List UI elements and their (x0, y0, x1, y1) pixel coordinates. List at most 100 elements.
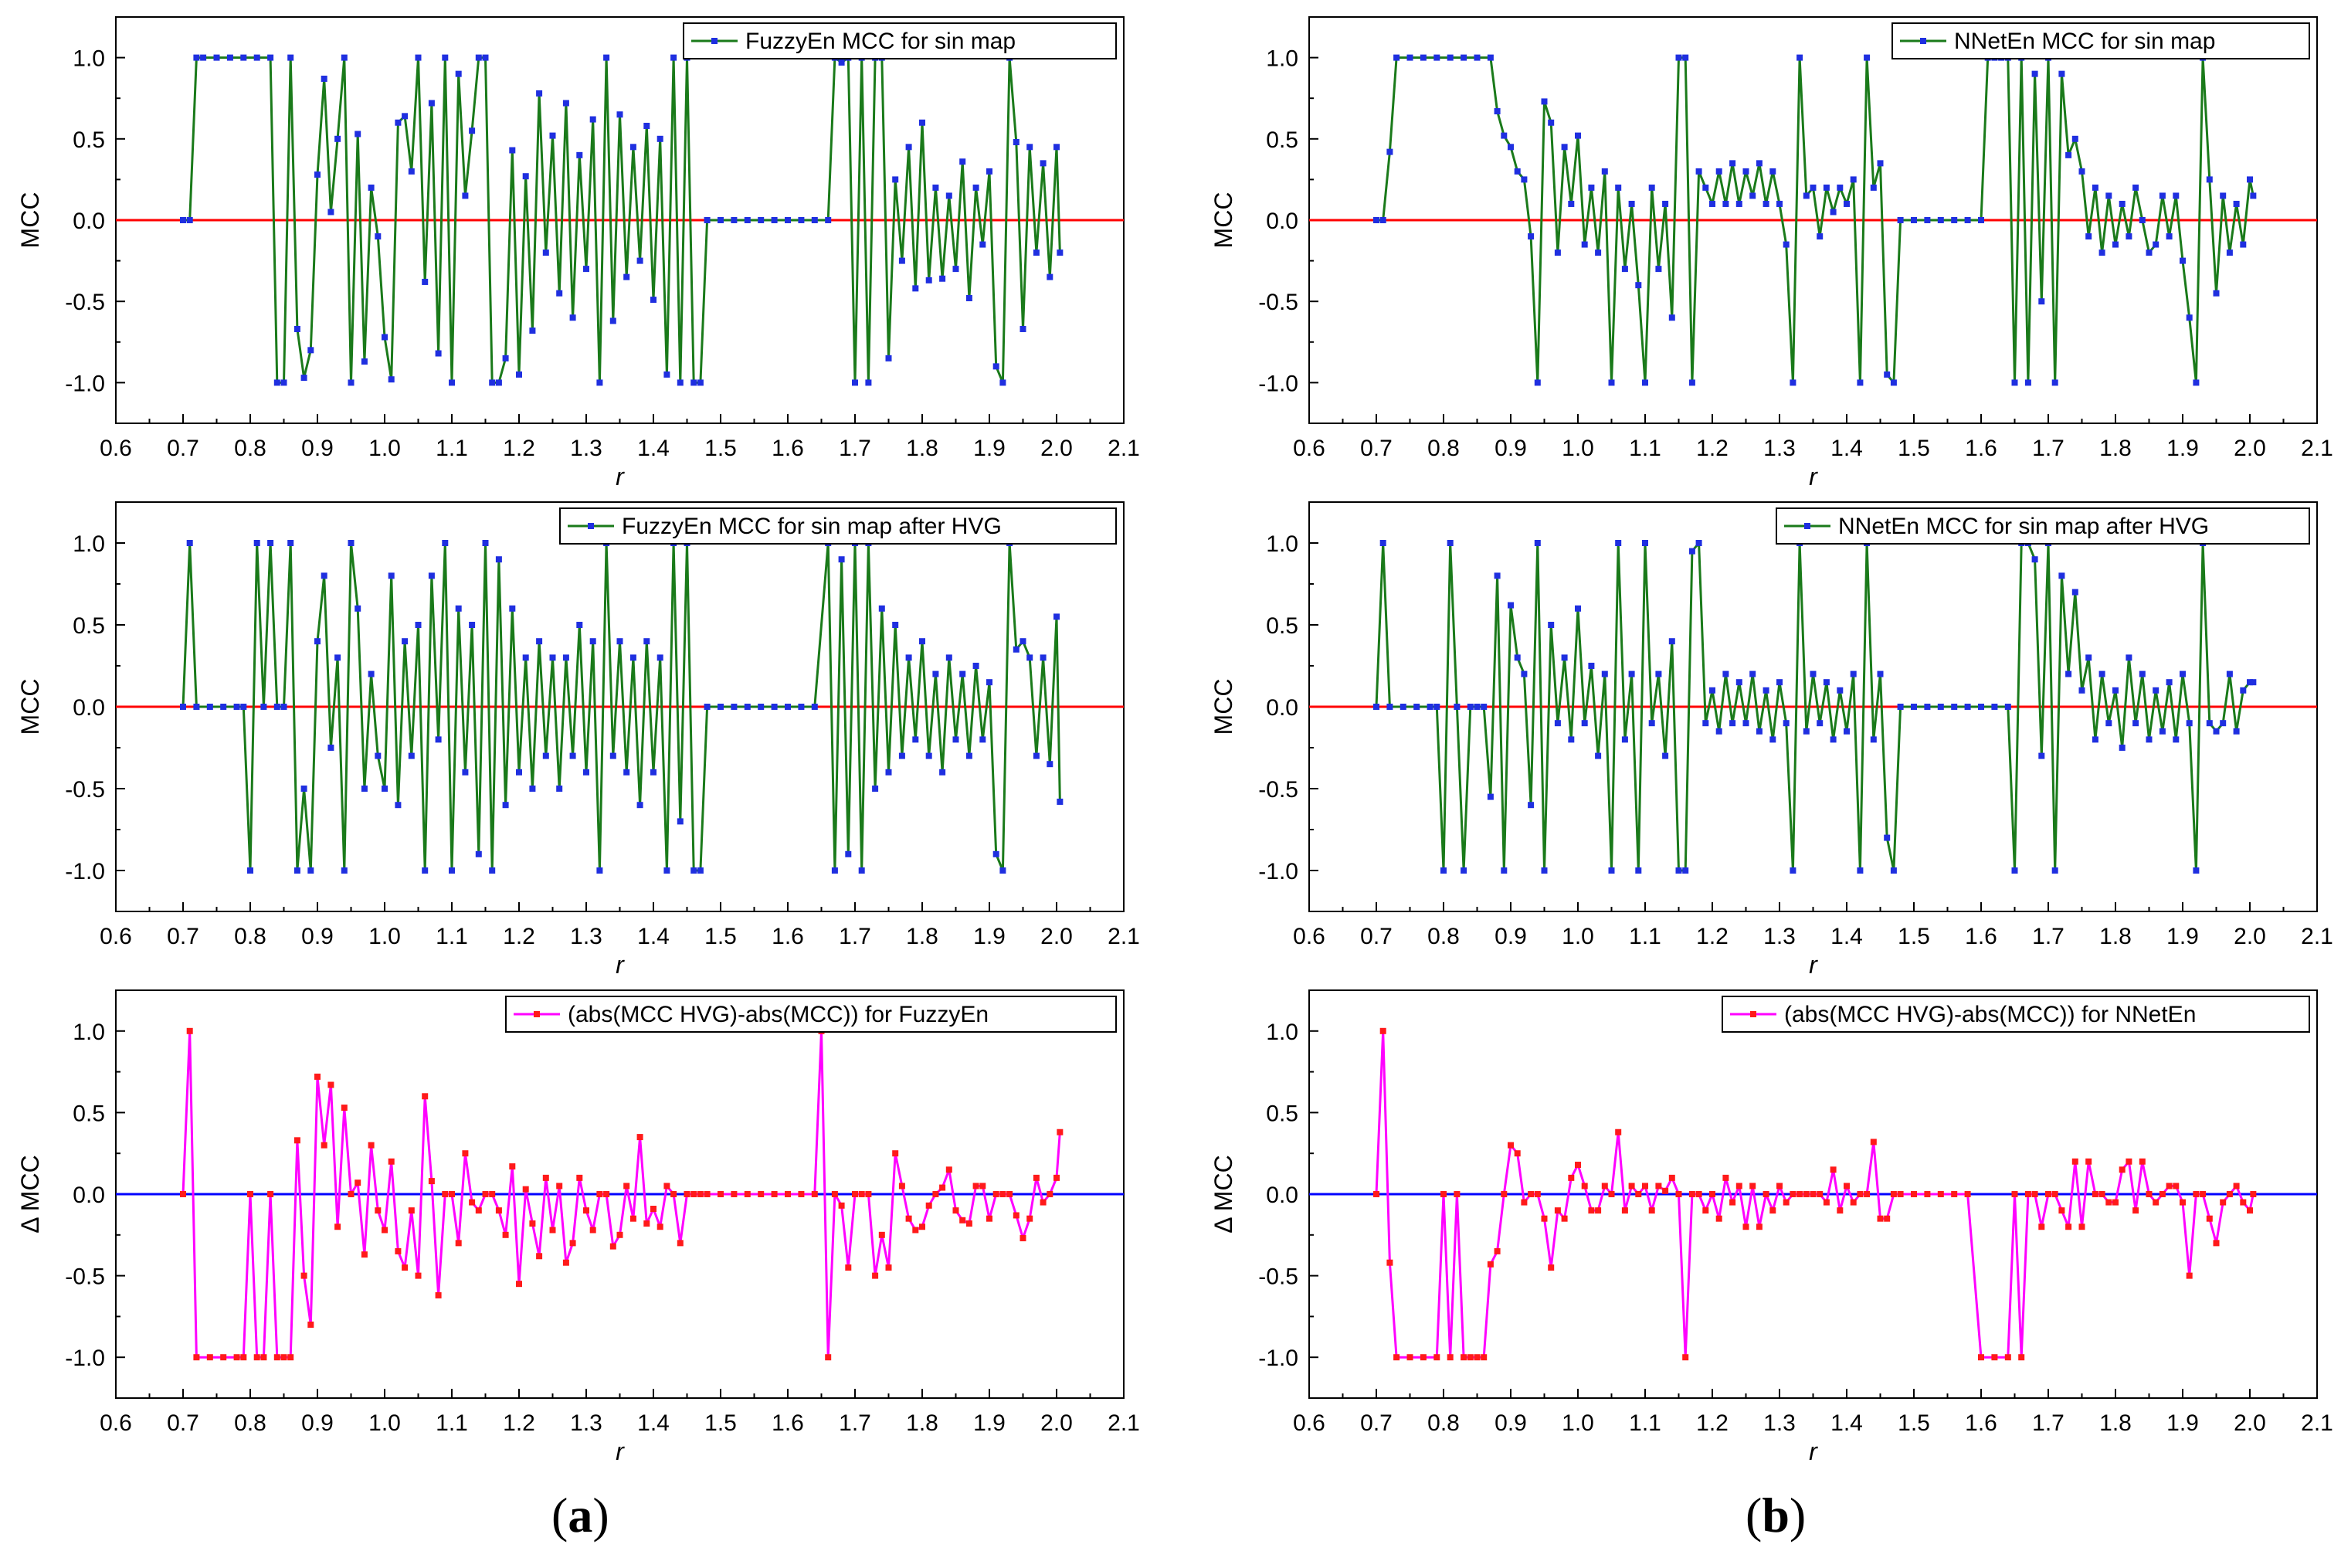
data-point (731, 217, 738, 223)
y-axis-label: MCC (16, 679, 44, 735)
data-point (932, 1191, 939, 1197)
data-point (1870, 1139, 1877, 1145)
data-point (919, 638, 925, 645)
data-point (2065, 151, 2072, 158)
data-point (972, 663, 979, 669)
data-point (1715, 728, 1722, 735)
data-point (1581, 720, 1588, 727)
data-point (677, 379, 684, 386)
x-tick-label: 0.9 (301, 436, 334, 461)
data-point (892, 176, 899, 183)
data-point (1937, 704, 1944, 710)
data-point (1844, 728, 1850, 735)
data-point (785, 704, 791, 710)
data-point (2119, 1166, 2126, 1173)
data-point (2071, 1158, 2078, 1165)
data-point (1373, 217, 1379, 223)
data-point (2092, 1191, 2098, 1197)
data-point (2186, 314, 2193, 321)
series-line (182, 541, 1061, 872)
data-point (1514, 654, 1521, 661)
data-point (2193, 1191, 2200, 1197)
data-point (838, 556, 845, 563)
data-point (1595, 1207, 1602, 1214)
data-point (1393, 54, 1400, 61)
y-axis-label: MCC (16, 192, 44, 249)
data-point (919, 1224, 925, 1230)
data-point (1870, 736, 1877, 743)
x-tick-label: 1.3 (1763, 924, 1796, 949)
y-tick-label: -0.5 (65, 777, 105, 803)
data-point (1057, 798, 1064, 805)
data-point (1810, 670, 1817, 677)
legend: NNetEn MCC for sin map (1891, 22, 2310, 59)
x-tick-label: 1.2 (1696, 924, 1729, 949)
data-point (355, 131, 361, 137)
data-point (1433, 54, 1440, 61)
data-point (704, 1191, 711, 1197)
data-point (1662, 752, 1669, 759)
data-point (408, 1207, 415, 1214)
data-point (798, 217, 805, 223)
data-point (341, 1105, 348, 1112)
x-tick-label: 1.8 (2099, 924, 2132, 949)
data-point (2213, 728, 2220, 735)
chart-panel-b3: 0.6 0.7 0.8 0.9 1.0 1.1 1.2 1.3 1.4 1.5 1.6 1.7 1.8 1… (1210, 989, 2333, 1465)
data-point (193, 704, 200, 710)
x-axis-label: r (1809, 463, 1818, 490)
data-point (2166, 233, 2173, 240)
data-point (905, 144, 912, 151)
data-point (1548, 622, 1555, 628)
data-point (1648, 1207, 1655, 1214)
y-tick-label: 1.0 (1266, 531, 1298, 557)
data-point (1702, 720, 1709, 727)
data-point (1508, 1142, 1514, 1149)
data-point (2220, 1199, 2227, 1206)
data-point (858, 1191, 865, 1197)
data-point (865, 1191, 872, 1197)
data-point (2119, 200, 2126, 207)
data-point (697, 867, 704, 874)
data-point (2126, 233, 2132, 240)
data-point (2065, 670, 2072, 677)
data-point (388, 376, 395, 383)
data-point (718, 217, 724, 223)
data-point (589, 116, 596, 123)
data-point (690, 1191, 697, 1197)
data-point (307, 347, 314, 354)
data-point (892, 1150, 899, 1157)
data-point (979, 241, 986, 248)
data-point (314, 1073, 321, 1080)
data-point (180, 217, 186, 223)
data-point (905, 1215, 912, 1222)
x-tick-label: 1.9 (973, 924, 1006, 949)
data-point (1729, 1199, 1736, 1206)
data-point (589, 1227, 596, 1234)
x-tick-label: 1.3 (570, 1410, 602, 1436)
data-point (267, 540, 274, 546)
chart-panel-a2: 0.6 0.7 0.8 0.9 1.0 1.1 1.2 1.3 1.4 1.5 1.6 1.7 1.8 1… (16, 501, 1140, 979)
x-tick-label: 1.9 (2166, 1410, 2199, 1436)
y-tick-label: -0.5 (1258, 290, 1298, 315)
y-tick-label: -1.0 (65, 371, 105, 396)
x-tick-label: 2.0 (2234, 924, 2266, 949)
data-point (912, 285, 919, 292)
data-point (1810, 184, 1817, 191)
data-point (469, 127, 476, 134)
data-point (1373, 704, 1379, 710)
data-point (1057, 1128, 1064, 1135)
data-point (1386, 148, 1393, 155)
data-point (287, 1354, 294, 1361)
x-tick-label: 1.8 (2099, 1410, 2132, 1436)
data-point (2098, 1191, 2105, 1197)
data-point (253, 540, 260, 546)
x-tick-label: 1.2 (503, 1410, 535, 1436)
data-point (677, 1240, 684, 1247)
data-point (1715, 1215, 1722, 1222)
x-tick-label: 0.8 (234, 1410, 266, 1436)
x-tick-label: 1.8 (2099, 436, 2132, 461)
data-point (2051, 379, 2058, 386)
data-point (1013, 1212, 1020, 1219)
data-point (300, 375, 307, 382)
data-point (341, 867, 348, 874)
